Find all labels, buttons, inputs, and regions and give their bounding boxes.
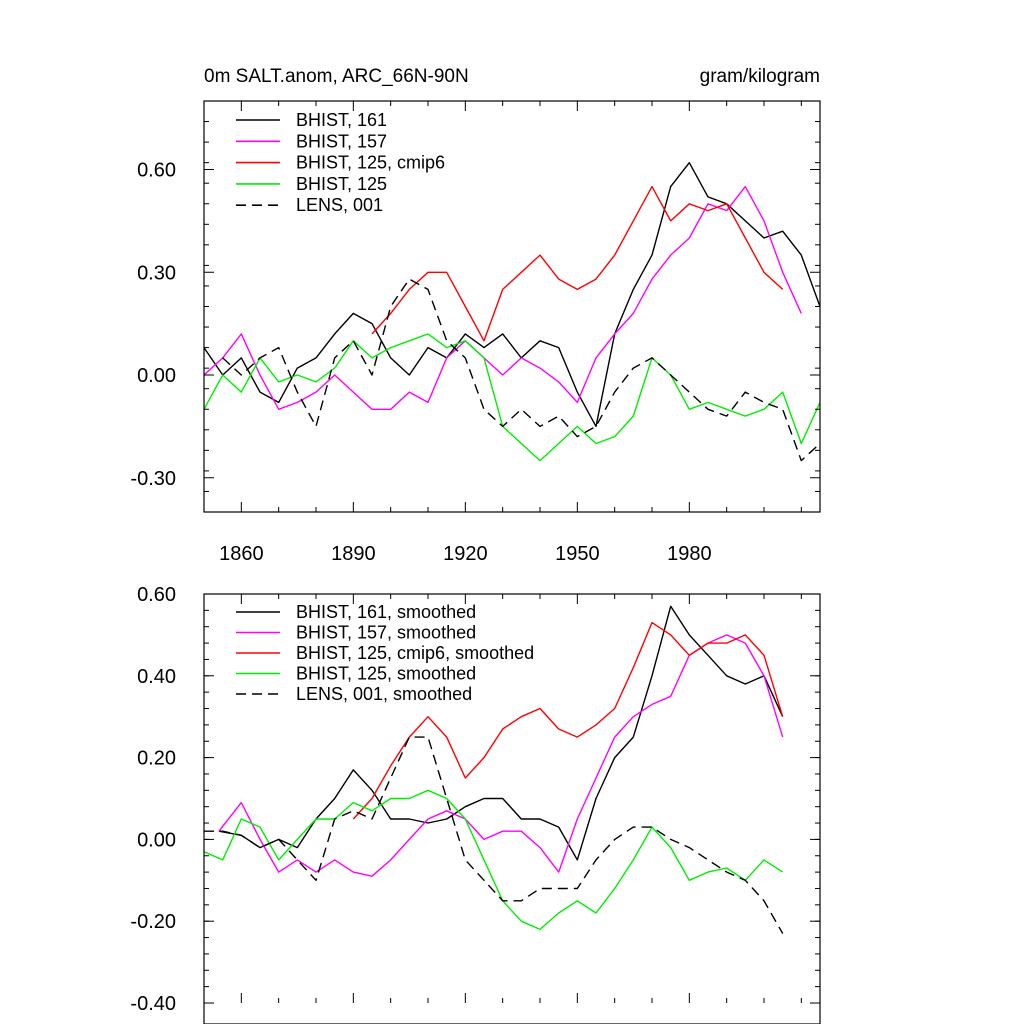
legend-label: BHIST, 157, smoothed xyxy=(296,623,476,643)
series-line-0 xyxy=(204,161,820,428)
series-line-4 xyxy=(222,278,820,462)
legend-label: BHIST, 157 xyxy=(296,131,387,151)
series-line-3 xyxy=(204,333,820,462)
plot-frame xyxy=(203,593,821,1024)
series-layer xyxy=(204,605,784,934)
y-tick-label: -0.20 xyxy=(130,911,176,933)
series-line-1 xyxy=(204,185,802,410)
series-line-3 xyxy=(204,789,784,931)
ticks-layer: -0.40 -0.20 0.00 0.20 0.40 0.60 xyxy=(130,584,820,1015)
x-tick-label: 1860 xyxy=(219,543,264,565)
y-tick-label: 0.60 xyxy=(137,160,176,182)
series-line-4 xyxy=(204,736,784,934)
x-tick-label: 1920 xyxy=(443,543,488,565)
legend-label: LENS, 001 xyxy=(296,195,383,215)
x-tick-label: 1950 xyxy=(555,543,600,565)
legend-label: BHIST, 161, smoothed xyxy=(296,602,476,622)
x-tick-label: 1890 xyxy=(331,543,376,565)
chart-title: 0m SALT.anom, ARC_66N-90N xyxy=(204,66,469,87)
y-tick-label: 0.20 xyxy=(137,748,176,770)
legend-label: BHIST, 125, smoothed xyxy=(296,664,476,684)
legend-label: BHIST, 125, cmip6, smoothed xyxy=(296,643,534,663)
series-layer xyxy=(204,161,820,462)
series-line-2 xyxy=(371,185,784,342)
legend-label: BHIST, 125, cmip6 xyxy=(296,153,445,173)
legend-label: BHIST, 161 xyxy=(296,110,387,130)
x-tick-label: 1980 xyxy=(667,543,712,565)
y-tick-label: 0.60 xyxy=(137,584,176,606)
legend-label: BHIST, 125 xyxy=(296,174,387,194)
y-tick-label: 0.00 xyxy=(137,829,176,851)
units-label: gram/kilogram xyxy=(700,66,820,87)
y-tick-label: -0.40 xyxy=(130,993,176,1015)
y-tick-label: 0.40 xyxy=(137,666,176,688)
top-panel: 0m SALT.anom, ARC_66N-90N gram/kilogram … xyxy=(130,66,821,565)
y-tick-label: 0.30 xyxy=(137,262,176,284)
ticks-layer: 1860 1890 1920 1950 1980 -0.30 0.00 0.30 0.60 xyxy=(130,100,820,565)
y-tick-label: 0.00 xyxy=(137,365,176,387)
bottom-panel: -0.40 -0.20 0.00 0.20 0.40 0.60 BHIST, 161, s… xyxy=(130,584,821,1024)
legend-label: LENS, 001, smoothed xyxy=(296,684,472,704)
series-line-2 xyxy=(352,621,784,820)
plot-frame xyxy=(203,100,821,513)
y-tick-label: -0.30 xyxy=(130,468,176,490)
